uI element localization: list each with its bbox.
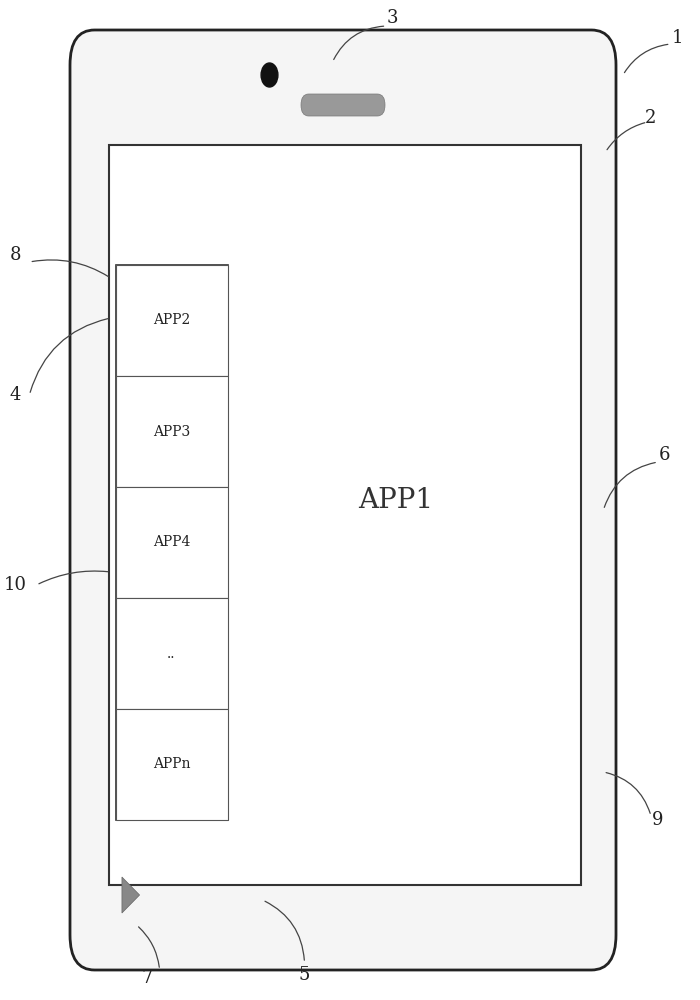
Text: 4: 4 xyxy=(10,386,21,404)
Text: 6: 6 xyxy=(659,446,671,464)
Text: 3: 3 xyxy=(386,9,398,27)
Text: 9: 9 xyxy=(652,811,664,829)
Text: 10: 10 xyxy=(4,576,27,594)
Text: 1: 1 xyxy=(672,29,683,47)
Circle shape xyxy=(261,63,278,87)
Text: APP3: APP3 xyxy=(153,424,190,438)
Bar xyxy=(116,265,228,376)
FancyBboxPatch shape xyxy=(301,94,385,116)
Bar xyxy=(108,145,581,885)
Text: APPn: APPn xyxy=(153,758,190,772)
Text: ..: .. xyxy=(167,647,176,661)
Bar xyxy=(116,709,228,820)
Bar xyxy=(116,376,228,487)
Bar xyxy=(116,598,228,709)
Text: 2: 2 xyxy=(645,109,657,127)
Text: APP4: APP4 xyxy=(153,536,190,550)
FancyBboxPatch shape xyxy=(70,30,616,970)
Text: APP1: APP1 xyxy=(358,487,433,514)
Text: 7: 7 xyxy=(141,969,153,987)
Polygon shape xyxy=(122,877,139,913)
Text: APP2: APP2 xyxy=(153,314,190,328)
Bar xyxy=(116,487,228,598)
Text: 8: 8 xyxy=(10,246,21,264)
Text: 5: 5 xyxy=(299,966,310,984)
Bar xyxy=(116,265,228,820)
